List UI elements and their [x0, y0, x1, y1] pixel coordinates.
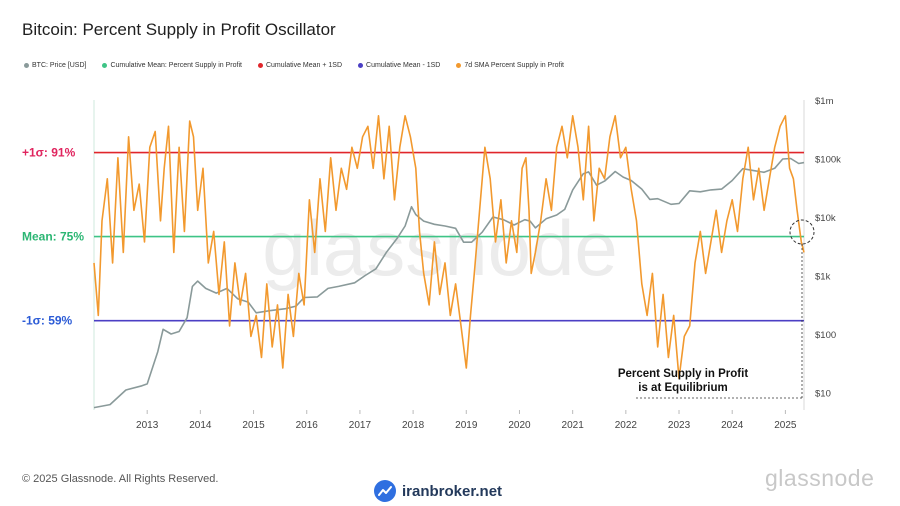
legend-item-7d-sma[interactable]: 7d SMA Percent Supply in Profit	[456, 62, 564, 69]
level-label-1: Mean: 75%	[22, 230, 84, 244]
legend-item-cumulative-mean[interactable]: Cumulative Mean: Percent Supply in Profi…	[102, 62, 242, 69]
x-tick-label-2018: 2018	[402, 420, 425, 431]
x-tick-label-2020: 2020	[508, 420, 531, 431]
level-label-2: -1σ: 59%	[22, 314, 73, 328]
legend: BTC: Price [USD] Cumulative Mean: Percen…	[24, 62, 564, 69]
legend-label-btc-price: BTC: Price [USD]	[32, 62, 87, 69]
level-labels: +1σ: 91% Mean: 75% -1σ: 59%	[22, 146, 84, 328]
x-tick-label-2025: 2025	[774, 420, 797, 431]
supply-profit-line	[93, 115, 805, 380]
legend-dot-mean-plus-1sd	[257, 63, 263, 68]
x-tick-label-2014: 2014	[189, 420, 212, 431]
x-tick-label-2017: 2017	[349, 420, 372, 431]
trend-chart-icon	[374, 480, 396, 502]
legend-dot-cumulative-mean	[102, 63, 108, 68]
right-tick-label-0: $1m	[815, 96, 834, 107]
watermark-text: iranbroker.net	[402, 482, 503, 500]
level-label-0: +1σ: 91%	[22, 146, 76, 160]
legend-label-cumulative-mean: Cumulative Mean: Percent Supply in Profi…	[110, 62, 242, 69]
legend-dot-btc-price	[24, 63, 29, 68]
x-tick-label-2019: 2019	[455, 420, 478, 431]
right-tick-label-3: $1k	[815, 271, 831, 282]
footer-brand-logo: glassnode	[765, 465, 875, 491]
annotation-line-2: is at Equilibrium	[638, 382, 727, 394]
footer-copyright: © 2025 Glassnode. All Rights Reserved.	[22, 473, 219, 485]
x-tick-label-2016: 2016	[296, 420, 319, 431]
right-tick-label-5: $10	[815, 388, 831, 399]
chart-title: Bitcoin: Percent Supply in Profit Oscill…	[22, 20, 336, 39]
x-tick-label-2024: 2024	[721, 420, 744, 431]
legend-dot-7d-sma	[456, 63, 462, 68]
x-tick-label-2023: 2023	[668, 420, 691, 431]
x-tick-label-2021: 2021	[562, 420, 585, 431]
legend-label-mean-plus-1sd: Cumulative Mean + 1SD	[265, 62, 343, 69]
legend-label-7d-sma: 7d SMA Percent Supply in Profit	[464, 62, 564, 69]
x-tick-label-2022: 2022	[615, 420, 638, 431]
legend-item-btc-price[interactable]: BTC: Price [USD]	[24, 62, 86, 69]
right-tick-label-4: $100	[815, 330, 836, 341]
btc-price-series	[93, 157, 805, 409]
equilibrium-circle	[789, 219, 815, 245]
legend-label-mean-minus-1sd: Cumulative Mean - 1SD	[366, 62, 441, 69]
legend-dot-mean-minus-1sd	[358, 63, 364, 68]
legend-item-mean-minus-1sd[interactable]: Cumulative Mean - 1SD	[358, 62, 440, 69]
btc-price-line	[93, 157, 805, 409]
right-tick-label-1: $100k	[815, 154, 841, 165]
right-axis-ticks: $1m $100k $10k $1k $100 $10	[815, 96, 841, 399]
x-tick-label-2013: 2013	[136, 420, 159, 431]
x-axis-ticks: 2013 2014 2015 2016 2017 2018 2019 2020 2021 2022…	[136, 410, 797, 431]
legend-item-mean-plus-1sd[interactable]: Cumulative Mean + 1SD	[257, 62, 343, 69]
right-tick-label-2: $10k	[815, 213, 836, 224]
iranbroker-watermark[interactable]: iranbroker.net	[374, 480, 502, 502]
chart-watermark-text: glassnode	[262, 204, 618, 292]
annotation-line-1: Percent Supply in Profit	[618, 368, 749, 380]
supply-profit-series	[93, 115, 805, 380]
x-tick-label-2015: 2015	[242, 420, 265, 431]
